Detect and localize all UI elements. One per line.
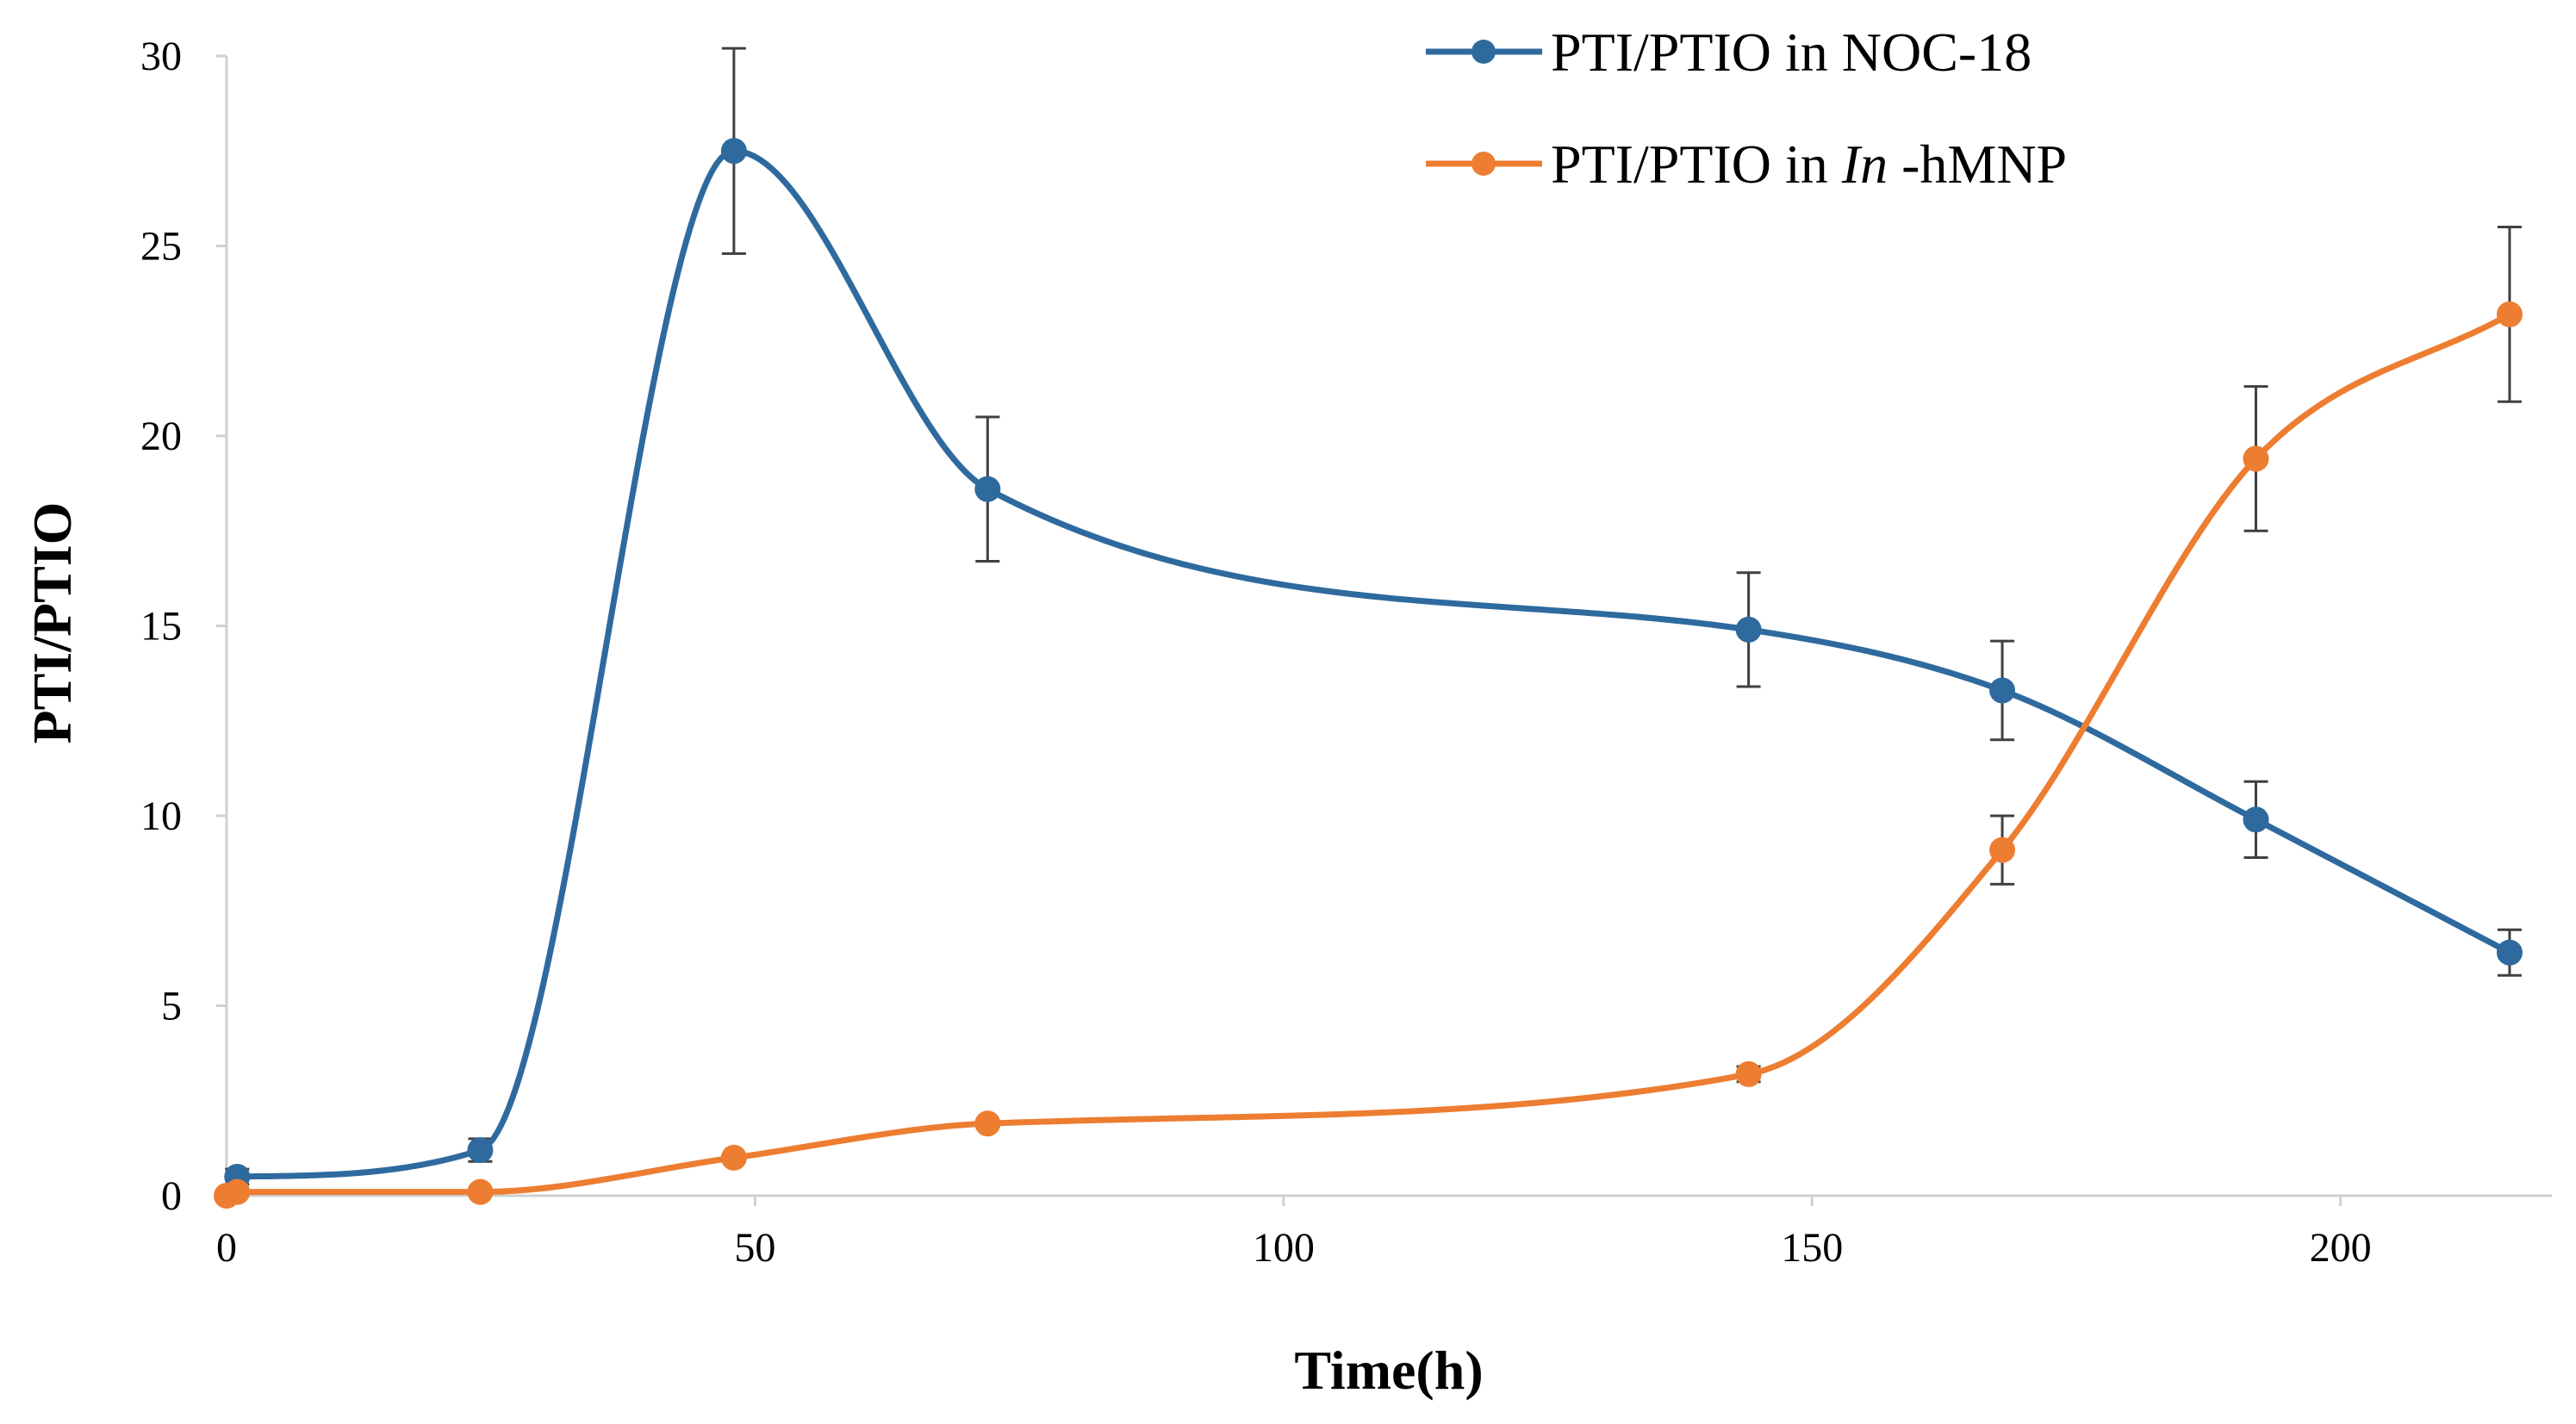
y-axis: 0 5 10 15 20 25 30 — [140, 34, 228, 1219]
data-point — [974, 476, 1001, 502]
legend-marker-inhmnp — [1472, 152, 1496, 176]
legend-item-inhmnp[interactable]: PTI/PTIO in In -hMNP — [1426, 134, 2067, 195]
y-tick-label: 10 — [140, 793, 182, 839]
data-point — [467, 1178, 494, 1205]
data-point — [1989, 836, 2016, 863]
legend-item-noc18[interactable]: PTI/PTIO in NOC-18 — [1426, 22, 2032, 83]
x-tick-label: 200 — [2310, 1225, 2372, 1271]
x-tick-label: 150 — [1781, 1225, 1843, 1271]
legend-marker-noc18 — [1472, 40, 1496, 64]
data-point — [1735, 616, 1762, 643]
legend-label-noc18: PTI/PTIO in NOC-18 — [1551, 22, 2032, 83]
data-point — [720, 138, 747, 165]
y-tick-label: 25 — [140, 224, 182, 270]
y-tick-label: 30 — [140, 34, 182, 79]
data-point — [467, 1137, 494, 1164]
series-line — [237, 147, 2511, 1180]
y-tick-label: 15 — [140, 604, 182, 650]
y-tick-label: 5 — [161, 984, 182, 1029]
series-layer — [214, 47, 2523, 1209]
x-axis: 0 50 100 150 200 — [216, 1194, 2552, 1271]
x-tick-label: 50 — [734, 1225, 775, 1271]
data-point — [1735, 1060, 1762, 1087]
data-point — [224, 1178, 251, 1205]
series-0 — [224, 47, 2523, 1190]
y-tick-label: 20 — [140, 414, 182, 459]
legend: PTI/PTIO in NOC-18 PTI/PTIO in In -hMNP — [1426, 22, 2067, 195]
data-point — [720, 1144, 747, 1171]
data-point — [2243, 806, 2269, 833]
data-point — [1989, 677, 2016, 704]
legend-label-inhmnp: PTI/PTIO in In -hMNP — [1551, 134, 2067, 195]
legend-label-noc18-text: PTI/PTIO in NOC-18 — [1551, 22, 2032, 83]
x-axis-title: Time(h) — [1294, 1340, 1483, 1401]
data-point — [2243, 445, 2269, 472]
legend-label-inhmnp-prefix: PTI/PTIO in — [1551, 134, 1842, 195]
series-1 — [214, 225, 2523, 1209]
data-point — [2496, 301, 2523, 327]
data-point — [974, 1110, 1001, 1137]
legend-label-inhmnp-suffix: -hMNP — [1901, 134, 2067, 195]
y-axis-title: PTI/PTIO — [22, 502, 83, 744]
data-point — [2496, 939, 2523, 966]
y-tick-label: 0 — [161, 1173, 182, 1219]
x-tick-label: 0 — [216, 1225, 237, 1271]
x-tick-label: 100 — [1253, 1225, 1315, 1271]
series-line — [225, 311, 2511, 1199]
legend-label-inhmnp-italic: In — [1841, 134, 1888, 195]
